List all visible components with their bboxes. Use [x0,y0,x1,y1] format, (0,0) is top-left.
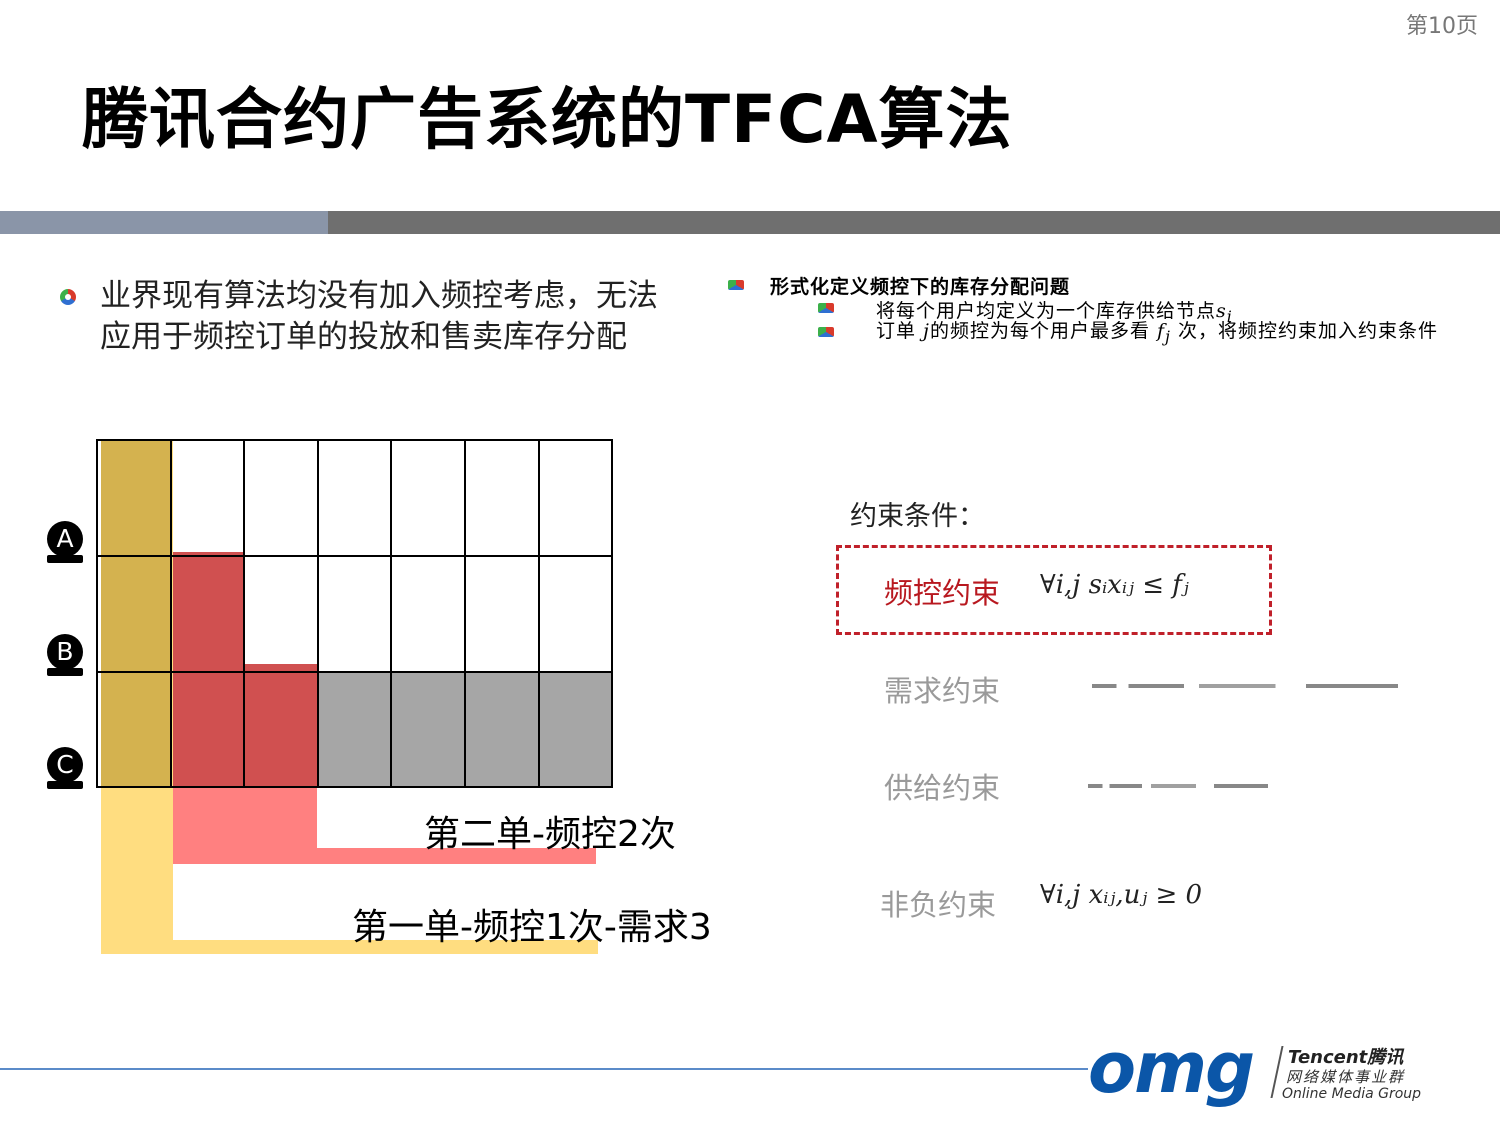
right-sub-bullet-2: 订单 j的频控为每个用户最多看 fj 次，将频控约束加入约束条件 [876,320,1496,348]
omg-logo: omg [1088,1027,1255,1109]
bullet-icon [728,280,744,290]
sub2-text-c: 次，将频控约束加入约束条件 [1170,320,1439,342]
demand-constraint-label: 需求约束 [884,674,1001,708]
user-a-label: A [47,521,83,557]
math-sub-i: i [1226,306,1233,326]
footer-line [0,1068,1088,1070]
nonneg-constraint-label: 非负约束 [880,888,997,922]
left-bullet-text: 业界现有算法均没有加入频控考虑，无法应用于频控订单的投放和售卖库存分配 [100,278,658,355]
user-b-label: B [47,634,83,670]
supply-constraint-formula [1088,784,1268,788]
sub2-text-b: 的频控为每个用户最多看 [929,320,1157,342]
right-sub-bullet-1: 将每个用户均定义为一个库存供给节点si [876,296,1233,326]
user-c-label: C [47,747,83,783]
nonneg-constraint-formula: ∀i,j xᵢⱼ,uⱼ ≥ 0 [1040,880,1203,910]
order1-label: 第一单-频控1次-需求3 [352,907,712,948]
logo-english-text: Online Media Group [1282,1086,1422,1102]
inventory-diagram [96,439,613,954]
order2-label: 第二单-频控2次 [424,814,676,855]
bullet-icon [818,303,834,313]
order2-col1 [173,552,244,787]
math-fj: fj [1157,320,1171,346]
sub2-text-a: 订单 [876,320,924,342]
logo-chinese-text: 网络媒体事业群 [1286,1068,1406,1086]
demand-constraint-formula [1092,684,1398,688]
bullet-icon [60,289,76,305]
slide-title: 腾讯合约广告系统的TFCA算法 [82,81,1013,158]
math-j: j [923,320,930,342]
page-number: 第10页 [1406,14,1478,39]
sub1-text: 将每个用户均定义为一个库存供给节点 [876,300,1217,322]
constraints-heading: 约束条件： [850,501,985,532]
math-s: s [1216,300,1227,322]
bullet-icon [818,327,834,337]
freq-constraint-label: 频控约束 [884,576,1001,610]
freq-constraint-highlight [836,545,1272,635]
grid-lines [96,439,613,788]
freq-constraint-formula: ∀i,j sᵢxᵢⱼ ≤ fⱼ [1040,570,1189,600]
math-f: f [1157,320,1166,342]
logo-tencent-text: Tencent腾讯 [1288,1047,1404,1068]
user-badge-a: A [44,521,86,563]
order2-base-light [317,848,596,864]
order1-base-light [173,940,598,954]
header-band-right [328,211,1500,234]
order2-col2 [245,664,317,787]
math-sub-j: j [1165,326,1171,346]
header-band-left [0,211,328,234]
sub1-math: si [1216,300,1233,326]
supply-constraint-label: 供给约束 [884,771,1001,805]
user-badge-b: B [44,634,86,676]
order1-bar [101,440,171,787]
user-badge-c: C [44,747,86,789]
right-bullet-heading: 形式化定义频控下的库存分配问题 [770,276,1071,298]
